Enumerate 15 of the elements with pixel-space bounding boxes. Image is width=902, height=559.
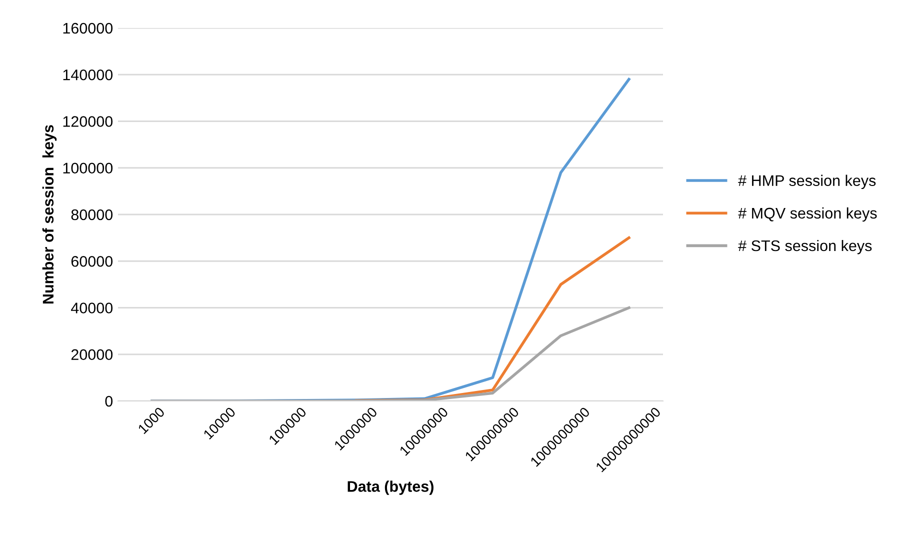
y-tick-label: 160000 xyxy=(63,22,113,34)
y-tick-label: 20000 xyxy=(71,349,113,360)
y-tick-label: 80000 xyxy=(71,209,113,220)
y-axis-title: Number of session keys xyxy=(42,125,57,304)
y-tick-label: 120000 xyxy=(63,116,113,127)
y-tick-label: 40000 xyxy=(71,302,113,314)
y-tick-label: 140000 xyxy=(63,69,113,80)
legend-label: # STS session keys xyxy=(738,240,872,254)
legend-label: # MQV session keys xyxy=(738,207,877,222)
legend-label: # HMP session keys xyxy=(738,174,876,190)
x-axis-title: Data (bytes) xyxy=(348,480,434,495)
line-series xyxy=(150,306,630,401)
y-tick-label: 100000 xyxy=(63,162,113,174)
y-tick-label: 0 xyxy=(105,396,113,407)
y-tick-label: 60000 xyxy=(71,256,113,267)
